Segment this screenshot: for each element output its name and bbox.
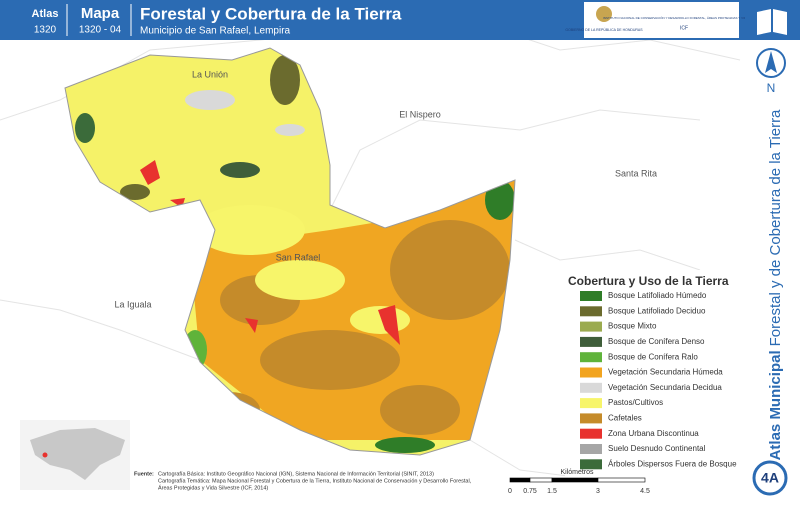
legend-swatch (580, 428, 602, 439)
legend-swatch (580, 444, 602, 454)
scale-segment (551, 477, 599, 483)
atlas-number: 1320 (34, 25, 57, 36)
legend-swatch (580, 321, 602, 332)
page-badge (752, 460, 788, 496)
legend-label: Vegetación Secundaria Húmeda (608, 368, 723, 377)
legend-label: Zona Urbana Discontinua (608, 429, 699, 438)
legend-label: Árboles Dispersos Fuera de Bosque (608, 459, 737, 468)
legend-label: Bosque Latifoliado Deciduo (608, 306, 706, 315)
legend-swatch (580, 291, 602, 301)
place-label: San Rafael (276, 252, 321, 262)
series-title: Atlas Municipal Forestal y de Cobertura d… (767, 109, 784, 460)
source: Fuente: Cartografía Básica: Instituto Ge… (134, 471, 472, 491)
legend-swatch (580, 367, 602, 378)
place-label: El Nispero (399, 109, 441, 119)
legend-label: Bosque Mixto (608, 322, 657, 331)
source-label: Fuente: (134, 471, 154, 477)
scale-tick-label: 1.5 (547, 488, 557, 495)
logo-text: GOBIERNO DE LA REPÚBLICA DE HONDURAS (565, 28, 643, 32)
legend-label: Suelo Desnudo Continental (608, 444, 706, 453)
logo-box (584, 2, 739, 38)
legend-swatch (580, 382, 602, 393)
map-number: 1320 - 04 (79, 25, 122, 36)
scale-segment (597, 477, 646, 483)
place-label: Santa Rita (615, 168, 657, 178)
place-label: La Unión (192, 69, 228, 79)
map-label: Mapa (81, 5, 120, 22)
scale-tick-label: 0.75 (523, 488, 537, 495)
scale-bar: 0 0.75 1.5 3 4.5 Kilómetros (508, 469, 650, 495)
legend-label: Bosque de Conífera Denso (608, 337, 705, 346)
logo-text: INSTITUTO NACIONAL DE CONSERVACIÓN Y DES… (603, 15, 765, 20)
legend-label: Bosque de Conífera Ralo (608, 352, 698, 361)
series-bold: Atlas Municipal (767, 350, 784, 460)
source-line: Cartografía Básica: Instituto Geográfico… (158, 471, 434, 477)
legend-swatch (580, 459, 602, 470)
legend-swatch (580, 352, 602, 363)
scale-unit: Kilómetros (560, 469, 594, 476)
legend: Cobertura y Uso de la Tierra Bosque Lati… (565, 270, 743, 480)
title: Forestal y Cobertura de la Tierra (140, 4, 402, 23)
legend-label: Vegetación Secundaria Decidua (608, 383, 722, 392)
scale-tick-label: 0 (508, 488, 512, 495)
north-label: N (767, 81, 776, 95)
scale-tick-label: 3 (596, 488, 600, 495)
legend-label: Pastos/Cultivos (608, 398, 663, 407)
source-line: Áreas Protegidas y Vida Silvestre (ICF, … (158, 484, 268, 491)
legend-swatch (580, 398, 602, 409)
north-arrow (765, 51, 777, 73)
legend-label: Bosque Latifoliado Húmedo (608, 291, 707, 300)
atlas-label: Atlas (32, 8, 59, 20)
locator-country (30, 428, 125, 480)
legend-label: Cafetales (608, 414, 642, 423)
locator-marker (42, 452, 48, 458)
book-icon (757, 9, 787, 35)
legend-swatch (580, 306, 602, 317)
subtitle: Municipio de San Rafael, Lempira (140, 26, 291, 37)
page-number: 4A (761, 470, 779, 486)
coat-of-arms (596, 6, 612, 22)
scale-segment (509, 477, 531, 483)
municipality-outline (64, 47, 516, 456)
legend-swatch (580, 413, 602, 424)
scale-segment (529, 477, 553, 483)
logo-text: ICF (680, 25, 688, 31)
legend-title: Cobertura y Uso de la Tierra (568, 274, 729, 288)
scale-tick-label: 4.5 (640, 488, 650, 495)
source-line: Cartografía Temática: Mapa Nacional Fore… (158, 478, 472, 484)
book-icon-box (745, 0, 800, 40)
place-label: La Iguala (114, 299, 151, 309)
legend-swatch (580, 336, 602, 347)
series-rest: Forestal y de Cobertura de la Tierra (767, 109, 784, 346)
